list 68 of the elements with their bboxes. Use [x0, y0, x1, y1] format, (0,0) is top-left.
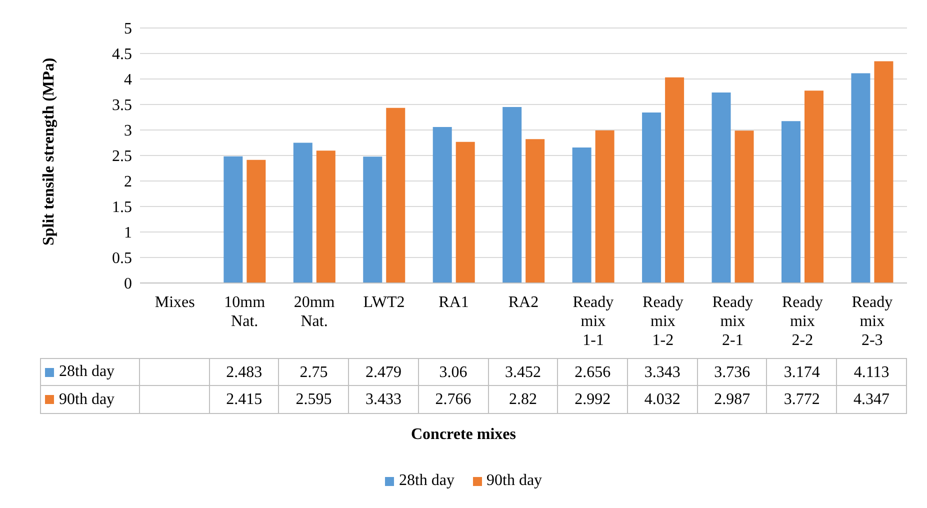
y-tick-label: 3.5 [112, 97, 132, 114]
y-tick-label: 0.5 [112, 250, 132, 268]
y-axis-title: Split tensile strength (MPa) [40, 58, 58, 246]
legend-label: 90th day [40, 386, 140, 414]
data-label: 2.992 [558, 386, 628, 414]
x-axis-title: Concrete mixes [410, 426, 517, 444]
bar [293, 142, 312, 283]
bar [642, 112, 662, 283]
data-label: 3.736 [698, 358, 768, 386]
bar [665, 77, 684, 283]
y-tick-label: 5 [124, 20, 132, 38]
x-tick-label: RA1 [438, 294, 469, 311]
x-tick-label: Ready mix 1-1 [572, 294, 614, 349]
x-tick-label: Ready mix 1-2 [642, 294, 684, 349]
y-tick-label: 1 [124, 224, 132, 242]
bar [804, 90, 824, 283]
x-tick-label: 20mm Nat. [294, 294, 336, 330]
data-label: 2.483 [210, 358, 280, 386]
bar [224, 156, 243, 283]
x-tick-label: Ready mix 2-2 [782, 294, 823, 349]
x-tick-label: RA2 [508, 294, 539, 311]
y-tick-label: 4 [124, 72, 132, 89]
data-label: 4.113 [837, 358, 907, 386]
y-tick-label: 4.5 [112, 46, 132, 64]
bar [595, 130, 614, 283]
data-label: 3.772 [767, 386, 838, 414]
bar [316, 150, 336, 283]
y-tick-label: 1.5 [112, 199, 132, 216]
bar [432, 126, 452, 283]
x-tick-label: Ready mix 2-3 [852, 294, 893, 349]
data-label: 3.433 [349, 386, 419, 414]
text: 28th day [398, 472, 454, 489]
bar [874, 61, 894, 283]
bar [851, 73, 870, 283]
x-tick-label: LWT2 [363, 294, 405, 311]
data-label: 4.347 [837, 386, 907, 414]
data-label: 3.06 [418, 358, 489, 386]
x-tick-label: Mixes [154, 294, 195, 311]
y-tick-label: 0 [124, 276, 132, 293]
y-tick-label: 3 [124, 122, 132, 140]
data-label: 3.174 [767, 358, 838, 386]
data-label: 2.415 [210, 386, 280, 414]
legend-label: 28th day [40, 358, 140, 386]
data-label: 2.766 [418, 386, 489, 414]
x-tick-label: 10mm Nat. [224, 294, 266, 330]
data-label: 3.452 [488, 358, 558, 386]
bar [502, 106, 522, 283]
data-label: 2.479 [349, 358, 419, 386]
x-tick-label: Ready mix 2-1 [712, 294, 754, 349]
y-tick-label: 2.5 [112, 148, 132, 166]
bar [572, 148, 592, 283]
text: 90th day [486, 472, 542, 489]
bar [363, 156, 382, 283]
bar [734, 130, 754, 283]
y-tick-label: 2 [124, 174, 132, 191]
data-label: 2.987 [698, 386, 768, 414]
bar [526, 139, 545, 283]
bar [781, 121, 800, 283]
data-label: 2.75 [279, 358, 350, 386]
bar [456, 142, 475, 283]
bar [246, 160, 266, 283]
data-label: 2.595 [279, 386, 350, 414]
bar [712, 92, 731, 283]
data-label: 2.82 [488, 386, 558, 414]
data-label: 4.032 [628, 386, 698, 414]
bar [386, 108, 406, 283]
data-label: 3.343 [628, 358, 698, 386]
data-label: 2.656 [558, 358, 628, 386]
